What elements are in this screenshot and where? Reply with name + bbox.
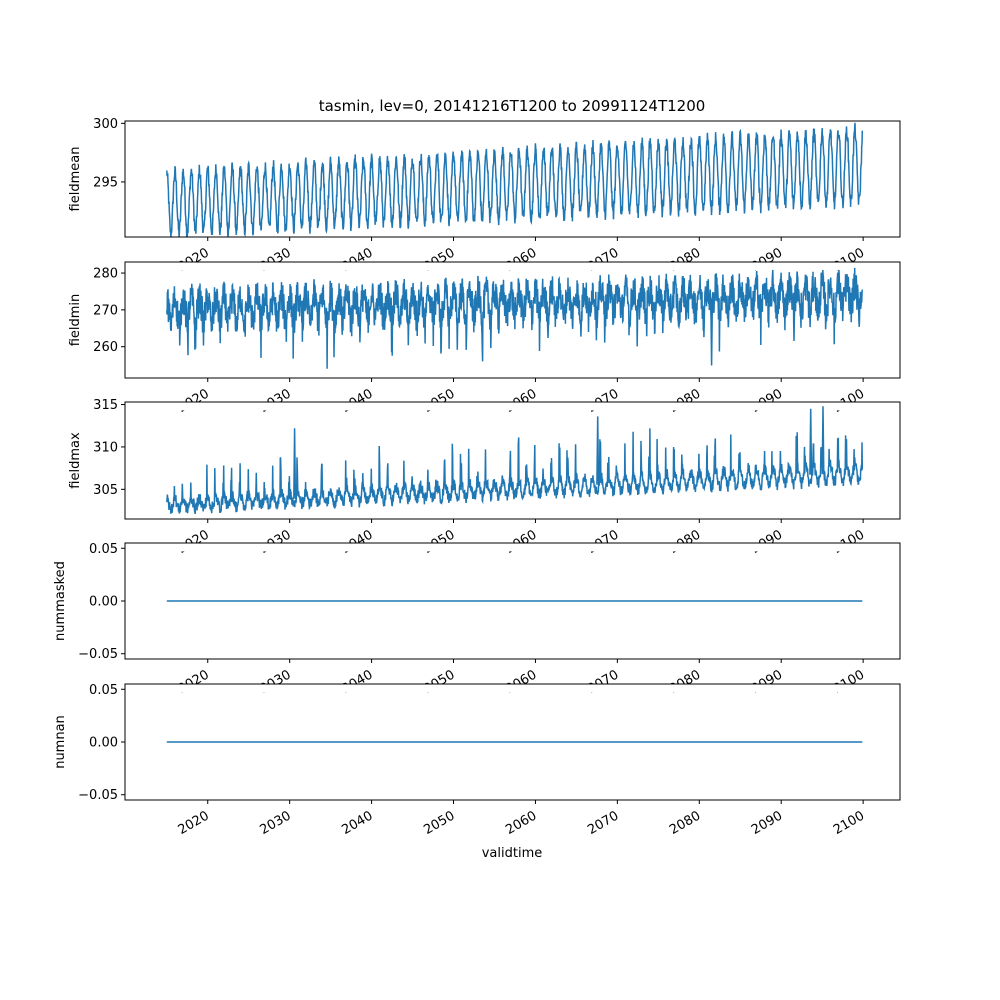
y-tick-label: 300 (93, 117, 118, 132)
y-tick-label: −0.05 (78, 788, 118, 803)
y-axis-label: fieldmin (68, 294, 83, 347)
y-tick-label: 260 (93, 340, 118, 355)
y-tick-label: 0.00 (89, 595, 118, 610)
axes-frame (124, 261, 901, 379)
y-tick-label: 310 (93, 440, 118, 455)
y-axis-label: nummasked (53, 561, 68, 641)
series-line-fieldmin (166, 267, 864, 369)
panel-top-cover (125, 402, 900, 411)
axes-frame (124, 401, 901, 520)
panel-top-cover (125, 262, 900, 271)
y-tick-label: 0.05 (89, 542, 118, 557)
y-tick-label: 295 (93, 175, 118, 190)
chart-title: tasmin, lev=0, 20141216T1200 to 20991124… (319, 97, 706, 115)
panel-top-cover (125, 684, 900, 693)
y-tick-label: 315 (93, 398, 118, 413)
y-tick-label: −0.05 (78, 647, 118, 662)
y-tick-label: 280 (93, 267, 118, 282)
axes-frame (124, 120, 901, 238)
series-line-fieldmax (166, 406, 864, 515)
y-tick-label: 0.00 (89, 736, 118, 751)
y-axis-label: fieldmax (68, 432, 83, 489)
y-tick-label: 305 (93, 483, 118, 498)
panel-top-cover (125, 543, 900, 552)
y-tick-label: 270 (93, 303, 118, 318)
y-tick-label: 0.05 (89, 683, 118, 698)
y-axis-label: fieldmean (68, 147, 83, 212)
x-axis-label: validtime (482, 846, 543, 861)
y-axis-label: numnan (53, 715, 68, 769)
series-line-fieldmean (166, 122, 864, 237)
